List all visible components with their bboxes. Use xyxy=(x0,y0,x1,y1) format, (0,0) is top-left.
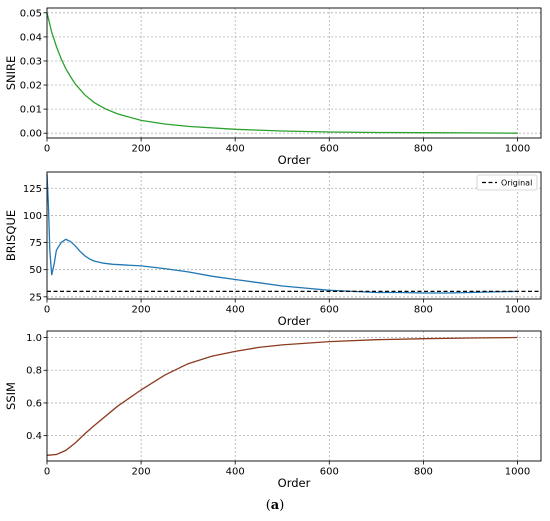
brisque-y-tick-label: 125 xyxy=(23,184,42,195)
snire-panel: 0 200 400 600 800 1000 0.00 0.01 0.02 0.03 0.04 0.0… xyxy=(4,7,542,167)
snire-x-tick-label: 200 xyxy=(132,144,151,155)
brisque-series-line-0 xyxy=(46,174,518,294)
brisque-x-tick-label: 0 xyxy=(44,305,50,316)
brisque-y-axis-label: BRISQUE xyxy=(4,210,18,261)
snire-y-tick-label: 0.03 xyxy=(20,56,42,67)
figure-caption: (a) xyxy=(265,498,285,513)
ssim-y-axis-label: SSIM xyxy=(4,382,18,410)
brisque-x-axis-label: Order xyxy=(278,314,311,328)
snire-y-axis-label: SNIRE xyxy=(4,56,18,91)
ssim-axes-frame xyxy=(46,330,542,462)
snire-x-tick-label: 600 xyxy=(320,144,339,155)
snire-x-tick-label: 400 xyxy=(226,144,245,155)
snire-x-tick-label: 0 xyxy=(44,144,50,155)
snire-series-line-0 xyxy=(46,12,518,134)
figure: 0 200 400 600 800 10000.000.010.020.030.040.0… xyxy=(4,7,542,490)
brisque-x-tick-label: 1000 xyxy=(505,305,530,316)
ssim-panel: 0 200 400 600 800 1000 0.4 0.6 0.8 1.0 Order SSIM xyxy=(4,330,542,490)
ssim-series-line-0 xyxy=(46,336,518,456)
ssim-x-axis-label: Order xyxy=(278,476,311,490)
caption-letter: a xyxy=(270,498,280,513)
snire-axes-frame xyxy=(46,7,542,139)
brisque-axes-frame xyxy=(46,171,542,300)
snire-x-axis-label: Order xyxy=(278,153,311,167)
ssim-x-tick-label: 0 xyxy=(44,467,50,478)
brisque-x-tick-label: 600 xyxy=(320,305,339,316)
brisque-x-tick-label: 400 xyxy=(226,305,245,316)
ssim-y-tick-label: 0.6 xyxy=(26,398,42,409)
legend-label-original: Original xyxy=(501,179,532,188)
brisque-panel: 0 200 400 600 800 1000 25 50 75 100 125 Order BRISQU… xyxy=(4,171,542,328)
ssim-x-tick-label: 600 xyxy=(320,467,339,478)
snire-y-tick-label: 0.04 xyxy=(20,32,42,43)
snire-x-tick-label: 800 xyxy=(414,144,433,155)
ssim-x-tick-label: 1000 xyxy=(505,467,530,478)
legend-box xyxy=(476,174,538,191)
snire-y-tick-label: 0.02 xyxy=(20,81,42,92)
snire-x-tick-label: 1000 xyxy=(505,144,530,155)
brisque-y-tick-label: 75 xyxy=(29,238,42,249)
ssim-y-tick-label: 0.4 xyxy=(26,431,42,442)
brisque-y-tick-label: 25 xyxy=(29,292,42,303)
brisque-x-tick-label: 800 xyxy=(414,305,433,316)
snire-y-tick-label: 0.05 xyxy=(20,8,42,19)
ssim-x-tick-label: 200 xyxy=(132,467,151,478)
brisque-y-tick-label: 100 xyxy=(23,211,42,222)
brisque-y-tick-label: 50 xyxy=(29,265,42,276)
snire-y-tick-label: 0.00 xyxy=(20,129,42,140)
brisque-x-tick-label: 200 xyxy=(132,305,151,316)
snire-y-tick-label: 0.01 xyxy=(20,105,42,116)
ssim-x-tick-label: 800 xyxy=(414,467,433,478)
ssim-y-tick-label: 0.8 xyxy=(26,366,42,377)
ssim-y-tick-label: 1.0 xyxy=(26,333,42,344)
ssim-x-tick-label: 400 xyxy=(226,467,245,478)
